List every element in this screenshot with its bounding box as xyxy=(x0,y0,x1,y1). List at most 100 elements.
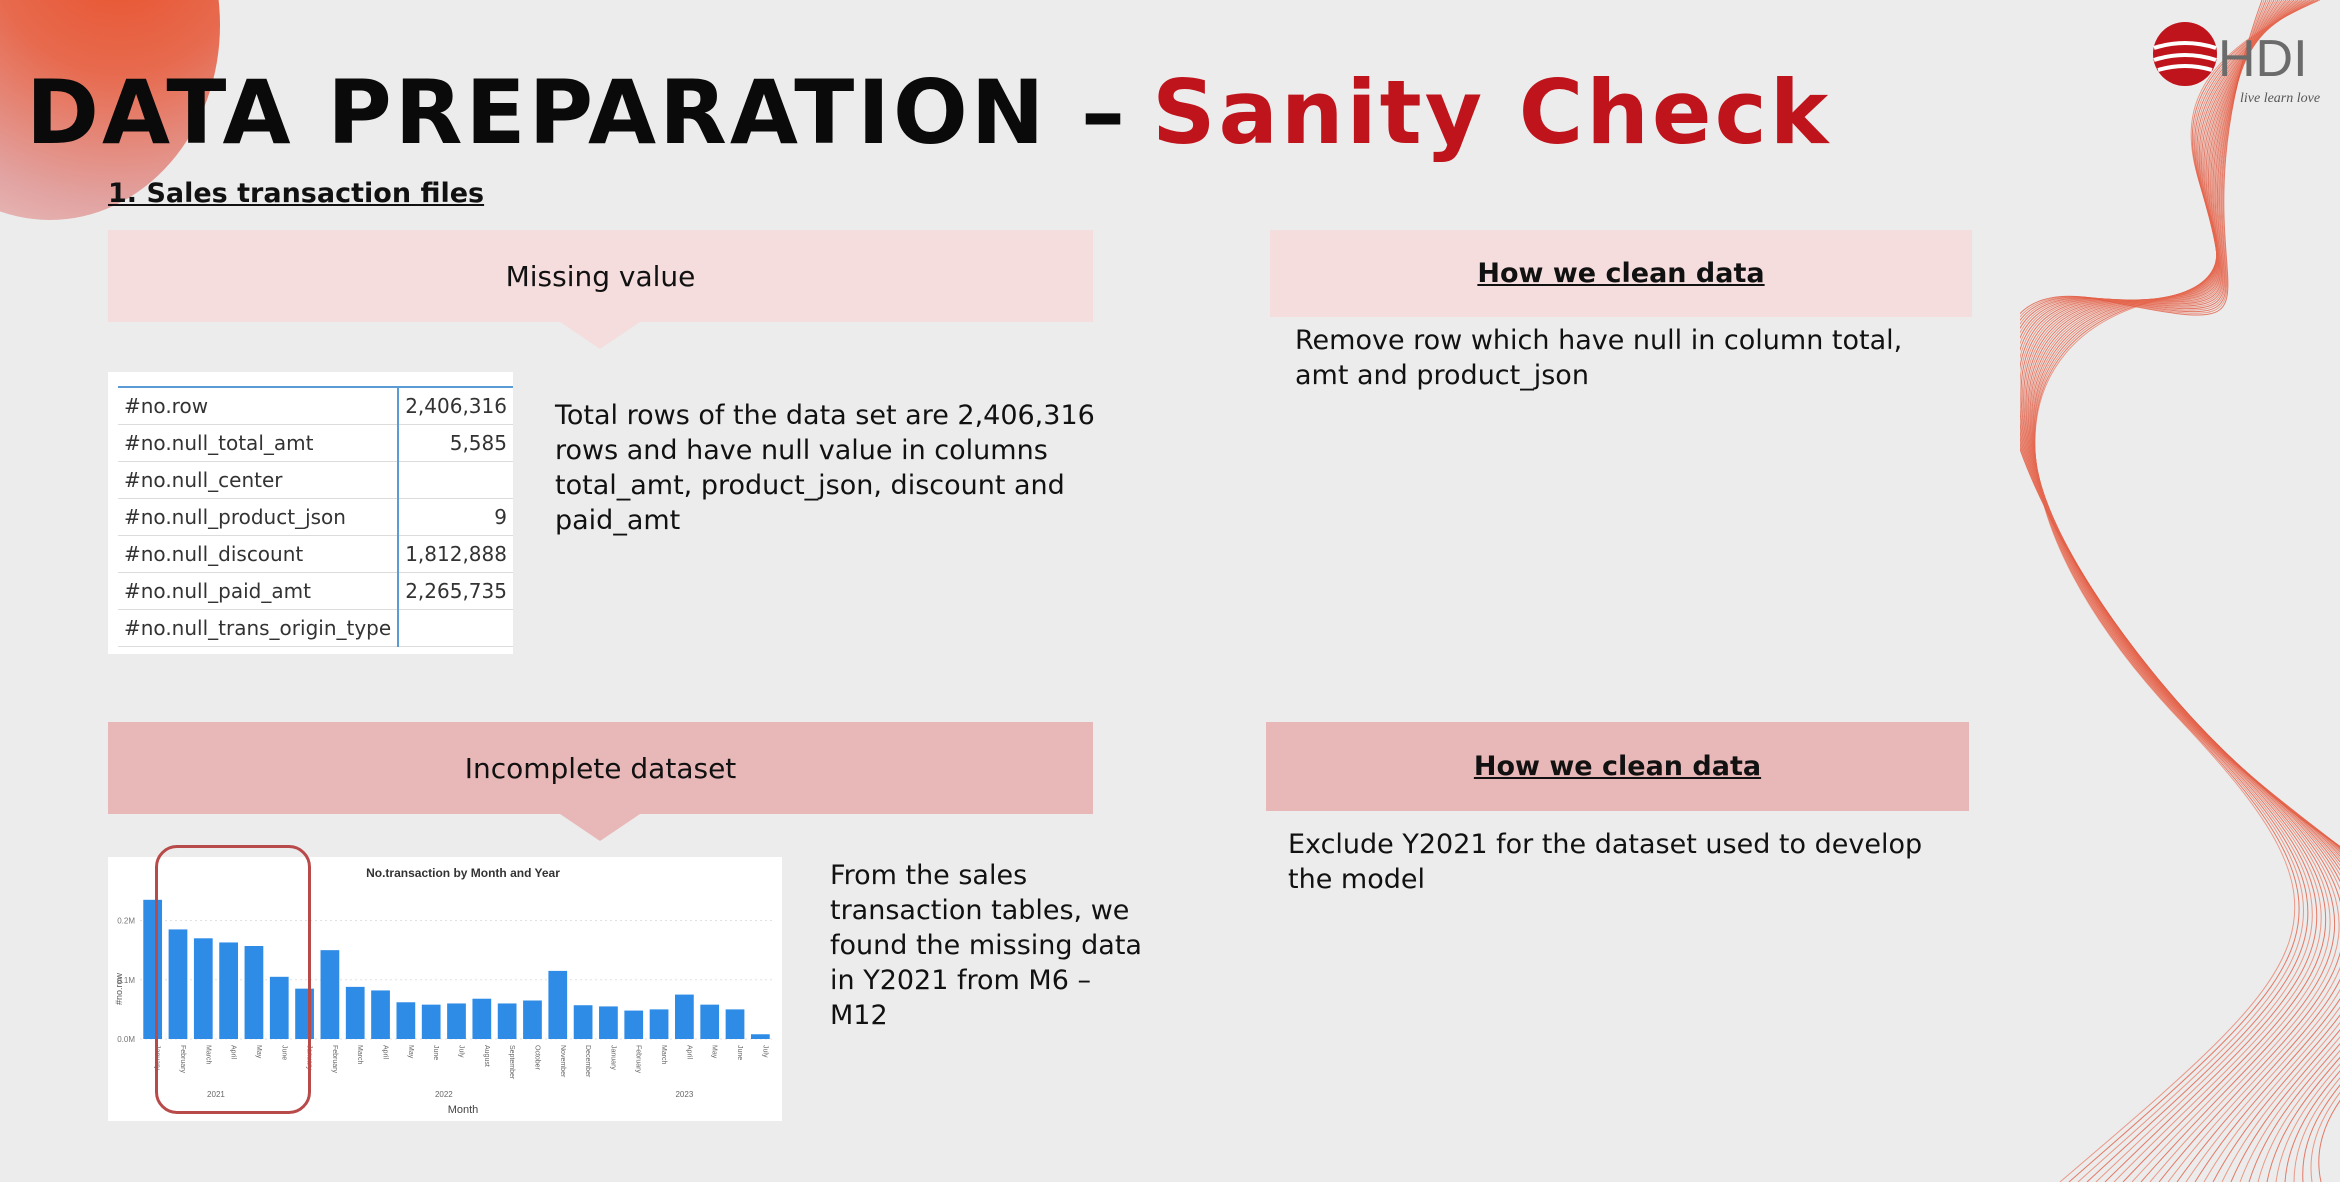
chart-x-tick: June xyxy=(736,1045,743,1060)
chart-x-tick: March xyxy=(356,1045,363,1065)
chart-bar xyxy=(649,1009,669,1039)
chart-bar xyxy=(497,1003,517,1039)
chart-x-tick: June xyxy=(432,1045,439,1060)
chart-x-axis-label: Month xyxy=(448,1104,479,1116)
chart-x-tick: March xyxy=(660,1045,667,1065)
wave-line xyxy=(2028,0,2340,1182)
chart-bar xyxy=(523,1000,542,1039)
chart-bar xyxy=(725,1009,745,1039)
slide-title: DATA PREPARATION – Sanity Check xyxy=(26,58,1831,168)
wave-line xyxy=(2022,0,2340,1182)
wave-line xyxy=(2029,0,2336,1182)
missing-value-label: Missing value xyxy=(505,259,696,293)
chart-x-tick: April xyxy=(685,1045,692,1059)
how-clean-text-1: Remove row which have null in column tot… xyxy=(1295,325,1903,391)
stat-label: #no.null_center xyxy=(118,461,399,499)
wave-line xyxy=(2033,0,2313,1182)
table-row: #no.null_discount 1,812,888 xyxy=(118,535,513,573)
chart-x-tick: September xyxy=(508,1045,515,1080)
chart-y-tick: 0.0M xyxy=(117,1035,135,1044)
chart-x-tick: October xyxy=(533,1045,540,1071)
stat-label: #no.row xyxy=(118,386,399,425)
wave-line xyxy=(2020,0,2340,1182)
chart-bar xyxy=(750,1034,770,1039)
how-clean-title-1: How we clean data xyxy=(1477,258,1765,289)
chart-x-tick: May xyxy=(711,1045,718,1059)
logo-tagline: live learn love xyxy=(2240,91,2320,106)
wave-line xyxy=(2020,0,2340,1182)
stat-value: 2,265,735 xyxy=(397,572,513,610)
table-row: #no.null_center xyxy=(118,461,513,499)
chart-x-tick: February xyxy=(635,1045,642,1074)
chart-bar xyxy=(345,986,365,1039)
wave-line xyxy=(2034,0,2319,1182)
chart-x-tick: January xyxy=(609,1045,616,1070)
y2021-highlight-box xyxy=(155,845,311,1114)
chart-bar xyxy=(675,994,694,1039)
wave-line xyxy=(2024,0,2340,1182)
chart-x-tick: June xyxy=(280,1045,287,1060)
wave-line xyxy=(2020,0,2340,1182)
stat-value: 9 xyxy=(397,498,513,536)
incomplete-dataset-banner: Incomplete dataset xyxy=(108,722,1093,814)
logo-text: HDI xyxy=(2218,30,2308,88)
how-clean-text-2: Exclude Y2021 for the dataset used to de… xyxy=(1288,829,1923,895)
chart-x-tick: April xyxy=(382,1045,389,1059)
missing-value-banner: Missing value xyxy=(108,230,1093,322)
chart-bar xyxy=(447,1003,466,1039)
chart-x-tick: May xyxy=(407,1045,414,1059)
stat-value xyxy=(397,609,513,647)
stat-label: #no.null_product_json xyxy=(118,498,399,536)
chart-bar xyxy=(396,1002,416,1039)
chart-bar xyxy=(573,1005,593,1039)
chart-bar xyxy=(548,970,568,1039)
how-clean-banner-2: How we clean data xyxy=(1266,722,1969,811)
title-highlight: Sanity Check xyxy=(1152,61,1832,164)
null-stats-card: #no.row 2,406,316 #no.null_total_amt 5,585 #… xyxy=(108,372,513,654)
how-clean-banner-1: How we clean data xyxy=(1270,230,1972,317)
chart-y-tick: 0.2M xyxy=(117,917,135,926)
stat-label: #no.null_paid_amt xyxy=(118,572,399,610)
wave-line xyxy=(2020,0,2340,1182)
section-subtitle: 1. Sales transaction files xyxy=(108,178,485,209)
chart-bar xyxy=(219,942,238,1039)
wave-line xyxy=(2033,0,2315,1182)
chart-x-tick: March xyxy=(204,1045,211,1065)
table-row: #no.null_trans_origin_type xyxy=(118,609,513,647)
chart-x-tick: July xyxy=(458,1045,465,1058)
stat-value xyxy=(397,461,513,499)
chart-bar xyxy=(269,976,289,1039)
table-row: #no.null_paid_amt 2,265,735 xyxy=(118,572,513,610)
null-stats-table: #no.row 2,406,316 #no.null_total_amt 5,585 #… xyxy=(118,386,513,647)
chart-x-tick: August xyxy=(483,1045,490,1067)
chart-bar xyxy=(168,929,188,1039)
chart-title: No.transaction by Month and Year xyxy=(366,866,560,880)
chart-year-label: 2022 xyxy=(435,1090,453,1099)
stat-value: 1,812,888 xyxy=(397,535,513,573)
wave-line xyxy=(2020,0,2340,1182)
wave-line xyxy=(2031,0,2327,1182)
wave-line xyxy=(2020,0,2340,1182)
incomplete-dataset-label: Incomplete dataset xyxy=(464,751,737,785)
wave-line xyxy=(2031,0,2322,1182)
chart-x-tick: February xyxy=(331,1045,338,1074)
chart-x-tick: November xyxy=(559,1045,566,1078)
chart-x-tick: February xyxy=(179,1045,186,1074)
title-main: DATA PREPARATION – xyxy=(26,61,1129,164)
missing-value-description: Total rows of the data set are 2,406,316… xyxy=(555,400,1095,536)
wave-decoration xyxy=(2020,0,2340,1182)
banner-arrow xyxy=(560,322,640,349)
stat-label: #no.null_trans_origin_type xyxy=(118,609,399,647)
hdi-logo: HDI live learn love xyxy=(2140,14,2340,114)
wave-line xyxy=(2020,0,2340,1182)
transaction-chart-card: No.transaction by Month and Year #no.row… xyxy=(108,857,782,1121)
transaction-bar-chart: No.transaction by Month and Year #no.row… xyxy=(114,866,773,1116)
stat-value: 2,406,316 xyxy=(397,386,513,425)
chart-bar xyxy=(624,1010,644,1039)
table-row: #no.null_product_json 9 xyxy=(118,498,513,536)
wave-line xyxy=(2025,0,2340,1182)
chart-year-label: 2023 xyxy=(675,1090,693,1099)
chart-year-label: 2021 xyxy=(207,1090,225,1099)
table-row: #no.row 2,406,316 xyxy=(118,386,513,425)
chart-bar xyxy=(599,1006,618,1039)
